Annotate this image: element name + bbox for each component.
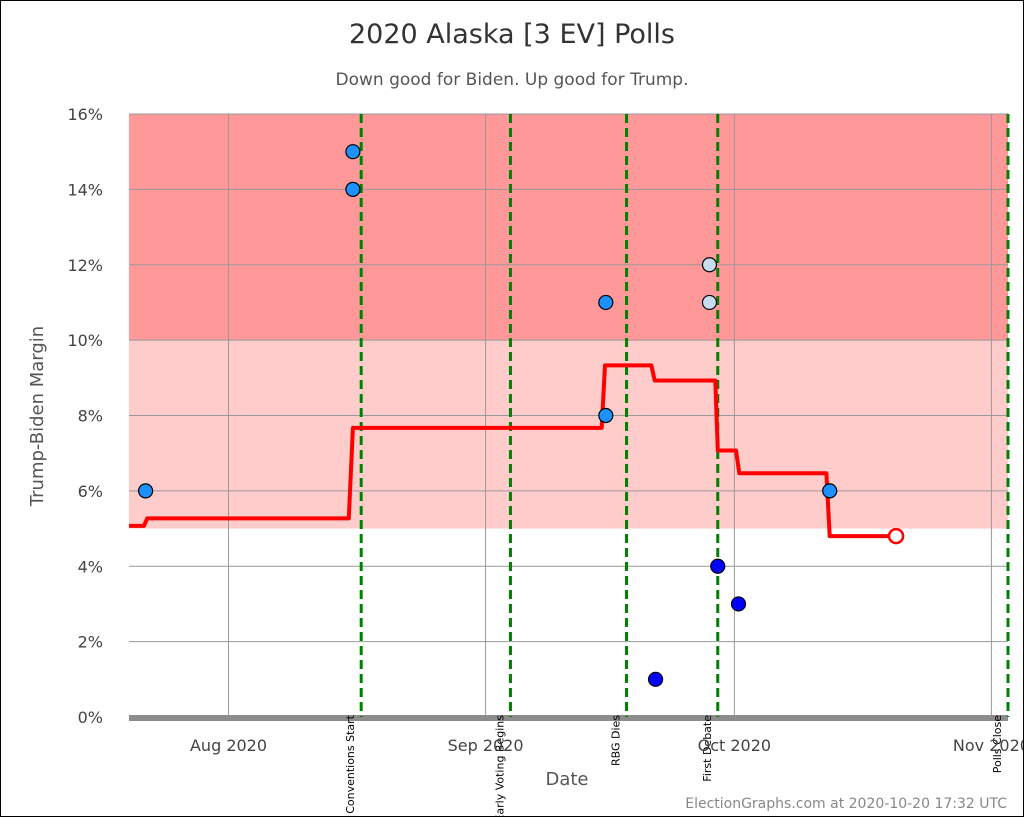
y-tick-label-0: 0% (78, 708, 103, 727)
poll-point-9 (730, 596, 747, 612)
y-tick-label-8: 16% (67, 105, 103, 124)
chart-title: 2020 Alaska [3 EV] Polls (349, 19, 675, 50)
average-endpoint (887, 527, 905, 545)
y-tick-label-5: 10% (67, 331, 103, 350)
x-tick-label-1: Sep 2020 (448, 736, 524, 755)
poll-points (137, 144, 838, 687)
event-label-3: First Debate (701, 715, 714, 782)
poll-point-8 (710, 558, 726, 574)
poll-point-3 (598, 294, 614, 311)
event-label-2: RBG Dies (610, 715, 623, 766)
poll-point-7 (701, 294, 718, 311)
poll-point-5 (647, 671, 664, 687)
x-axis-label: Date (545, 769, 588, 790)
average-line (129, 363, 897, 539)
margin-bands (129, 114, 1008, 529)
poll-point-10 (822, 483, 838, 499)
event-label-4: Polls Close (991, 715, 1004, 774)
footer-credit: ElectionGraphs.com at 2020-10-20 17:32 U… (685, 796, 1007, 812)
grid-lines (129, 113, 1008, 721)
event-label-1: Early Voting Begins (493, 715, 506, 816)
poll-point-2 (345, 181, 361, 197)
x-tick-label-3: Nov 2020 (953, 736, 1023, 755)
event-label-0: Party Conventions Start (344, 714, 357, 816)
x-tick-label-0: Aug 2020 (190, 736, 267, 755)
y-tick-label-2: 4% (78, 557, 103, 576)
x-axis-ticks: Aug 2020 Sep 2020 Oct 2020 Nov 2020 (190, 736, 1023, 755)
y-tick-label-4: 8% (78, 407, 103, 426)
chart-subtitle: Down good for Biden. Up good for Trump. (336, 70, 689, 90)
poll-average (129, 363, 905, 545)
event-lines: Party Conventions Start Early Voting Begi… (344, 114, 1010, 816)
y-axis-label: Trump-Biden Margin (27, 326, 48, 507)
y-axis-ticks: 0% 2% 4% 6% 8% 10% 12% 14% 16% (67, 105, 103, 727)
margin-band-1 (129, 340, 1008, 529)
y-tick-label-6: 12% (67, 256, 103, 275)
x-tick-label-2: Oct 2020 (698, 736, 771, 755)
y-tick-label-1: 2% (78, 633, 103, 652)
poll-point-4 (598, 407, 614, 424)
y-tick-label-3: 6% (78, 482, 103, 501)
margin-band-0 (129, 114, 1008, 341)
y-tick-label-7: 14% (67, 180, 103, 199)
poll-point-1 (345, 144, 361, 160)
poll-point-6 (701, 257, 718, 273)
poll-point-0 (137, 483, 154, 499)
x-axis-baseline (129, 715, 1008, 721)
